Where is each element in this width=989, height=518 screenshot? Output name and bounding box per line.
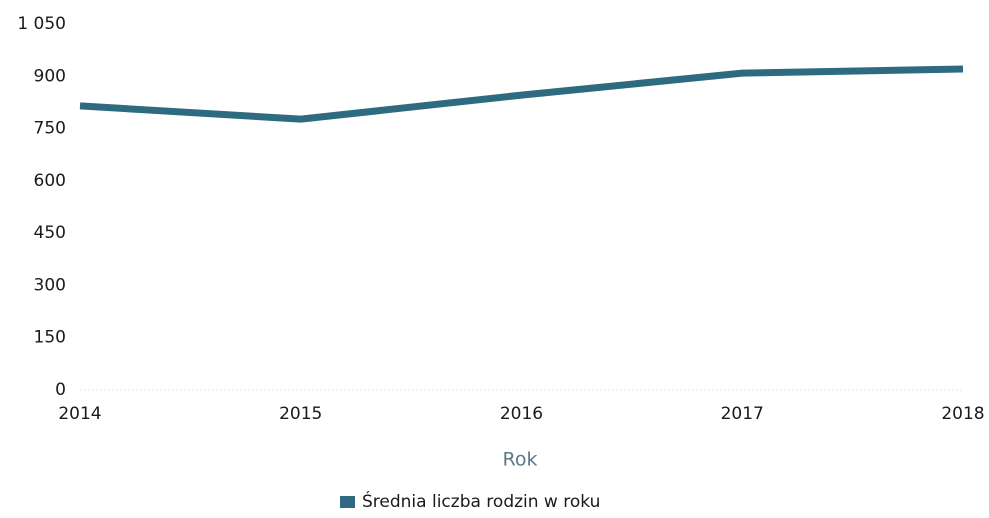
y-tick-label: 900 (34, 66, 66, 86)
y-tick-label: 300 (34, 275, 66, 295)
line (79, 65, 964, 123)
y-tick-label: 1 050 (17, 14, 66, 34)
x-tick-label: 2018 (941, 404, 984, 424)
legend-swatch (340, 496, 355, 508)
legend-label: Średnia liczba rodzin w roku (362, 490, 600, 512)
x-tick-label: 2017 (721, 404, 764, 424)
x-tick-label: 2014 (58, 404, 101, 424)
y-tick-label: 0 (55, 380, 66, 400)
y-tick-label: 600 (34, 171, 66, 191)
x-axis-label: Rok (503, 449, 538, 471)
x-tick-label: 2016 (500, 404, 543, 424)
y-tick-label: 450 (34, 223, 66, 243)
x-tick-label: 2015 (279, 404, 322, 424)
y-tick-label: 150 (34, 328, 66, 348)
y-tick-label: 750 (34, 119, 66, 139)
